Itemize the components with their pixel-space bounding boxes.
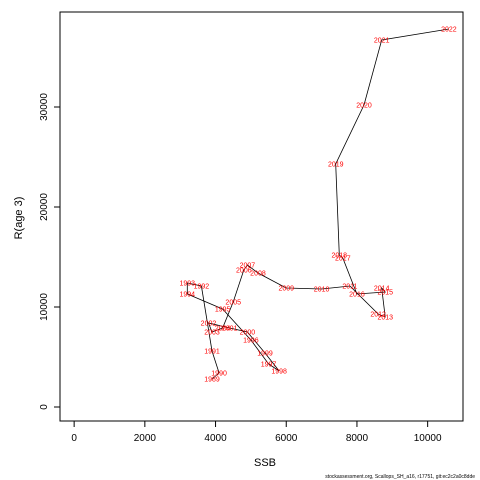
year-label-2015: 2015 [377, 290, 393, 297]
x-tick-label: 2000 [134, 433, 157, 444]
year-label-2018: 2018 [331, 253, 347, 260]
year-label-1998: 1998 [271, 369, 287, 376]
year-label-1991: 1991 [204, 349, 220, 356]
year-label-2016: 2016 [349, 292, 365, 299]
plot-frame [59, 11, 464, 422]
y-tick-label: 10000 [39, 293, 50, 321]
series-line [186, 28, 449, 380]
y-tick-label: 0 [39, 404, 50, 410]
year-label-2007: 2007 [240, 263, 256, 270]
year-label-2000: 2000 [240, 330, 256, 337]
year-label-1999: 1999 [257, 351, 273, 358]
x-tick-label: 8000 [346, 433, 369, 444]
y-axis-label: R(age 3) [13, 197, 25, 240]
year-label-1996: 1996 [243, 338, 259, 345]
year-label-1990: 1990 [211, 371, 227, 378]
y-tick-label: 30000 [39, 93, 50, 121]
year-label-1992: 1992 [194, 284, 210, 291]
year-label-1993: 1993 [179, 281, 195, 288]
x-axis-label: SSB [254, 457, 276, 469]
year-label-2019: 2019 [328, 162, 344, 169]
year-label-2008: 2008 [250, 271, 266, 278]
x-tick-label: 0 [71, 433, 77, 444]
x-tick-label: 10000 [414, 433, 442, 444]
year-label-2011: 2011 [342, 284, 357, 291]
year-label-2017: 2017 [335, 256, 351, 263]
year-label-2006: 2006 [236, 268, 252, 275]
x-tick-label: 6000 [275, 433, 298, 444]
y-tick-label: 20000 [39, 193, 50, 221]
x-tick-label: 4000 [204, 433, 227, 444]
y-axis: 0 10000 20000 30000 [39, 93, 61, 410]
year-label-1995: 1995 [215, 307, 231, 314]
year-label-2021: 2021 [374, 38, 390, 45]
year-label-2009: 2009 [278, 286, 294, 293]
year-label-2014: 2014 [374, 286, 390, 293]
year-label-1989: 1989 [204, 377, 220, 384]
year-label-1994: 1994 [179, 292, 195, 299]
x-axis: 0 2000 4000 6000 8000 10000 [71, 420, 442, 444]
year-label-2020: 2020 [356, 103, 372, 110]
year-label-2022: 2022 [441, 27, 457, 34]
year-label-2010: 2010 [314, 287, 330, 294]
year-label-2002: 2002 [201, 321, 217, 328]
year-label-1997: 1997 [261, 362, 277, 369]
year-label-2013: 2013 [377, 315, 393, 322]
footer-note: stockassessment.org, Scallops_SH_a16, r1… [325, 474, 475, 480]
year-label-2005: 2005 [225, 300, 241, 307]
year-label-2004: 2004 [215, 326, 231, 333]
year-label-2012: 2012 [370, 312, 386, 319]
year-label-2003: 2003 [204, 330, 220, 337]
year-label-2001: 2001 [222, 326, 238, 333]
